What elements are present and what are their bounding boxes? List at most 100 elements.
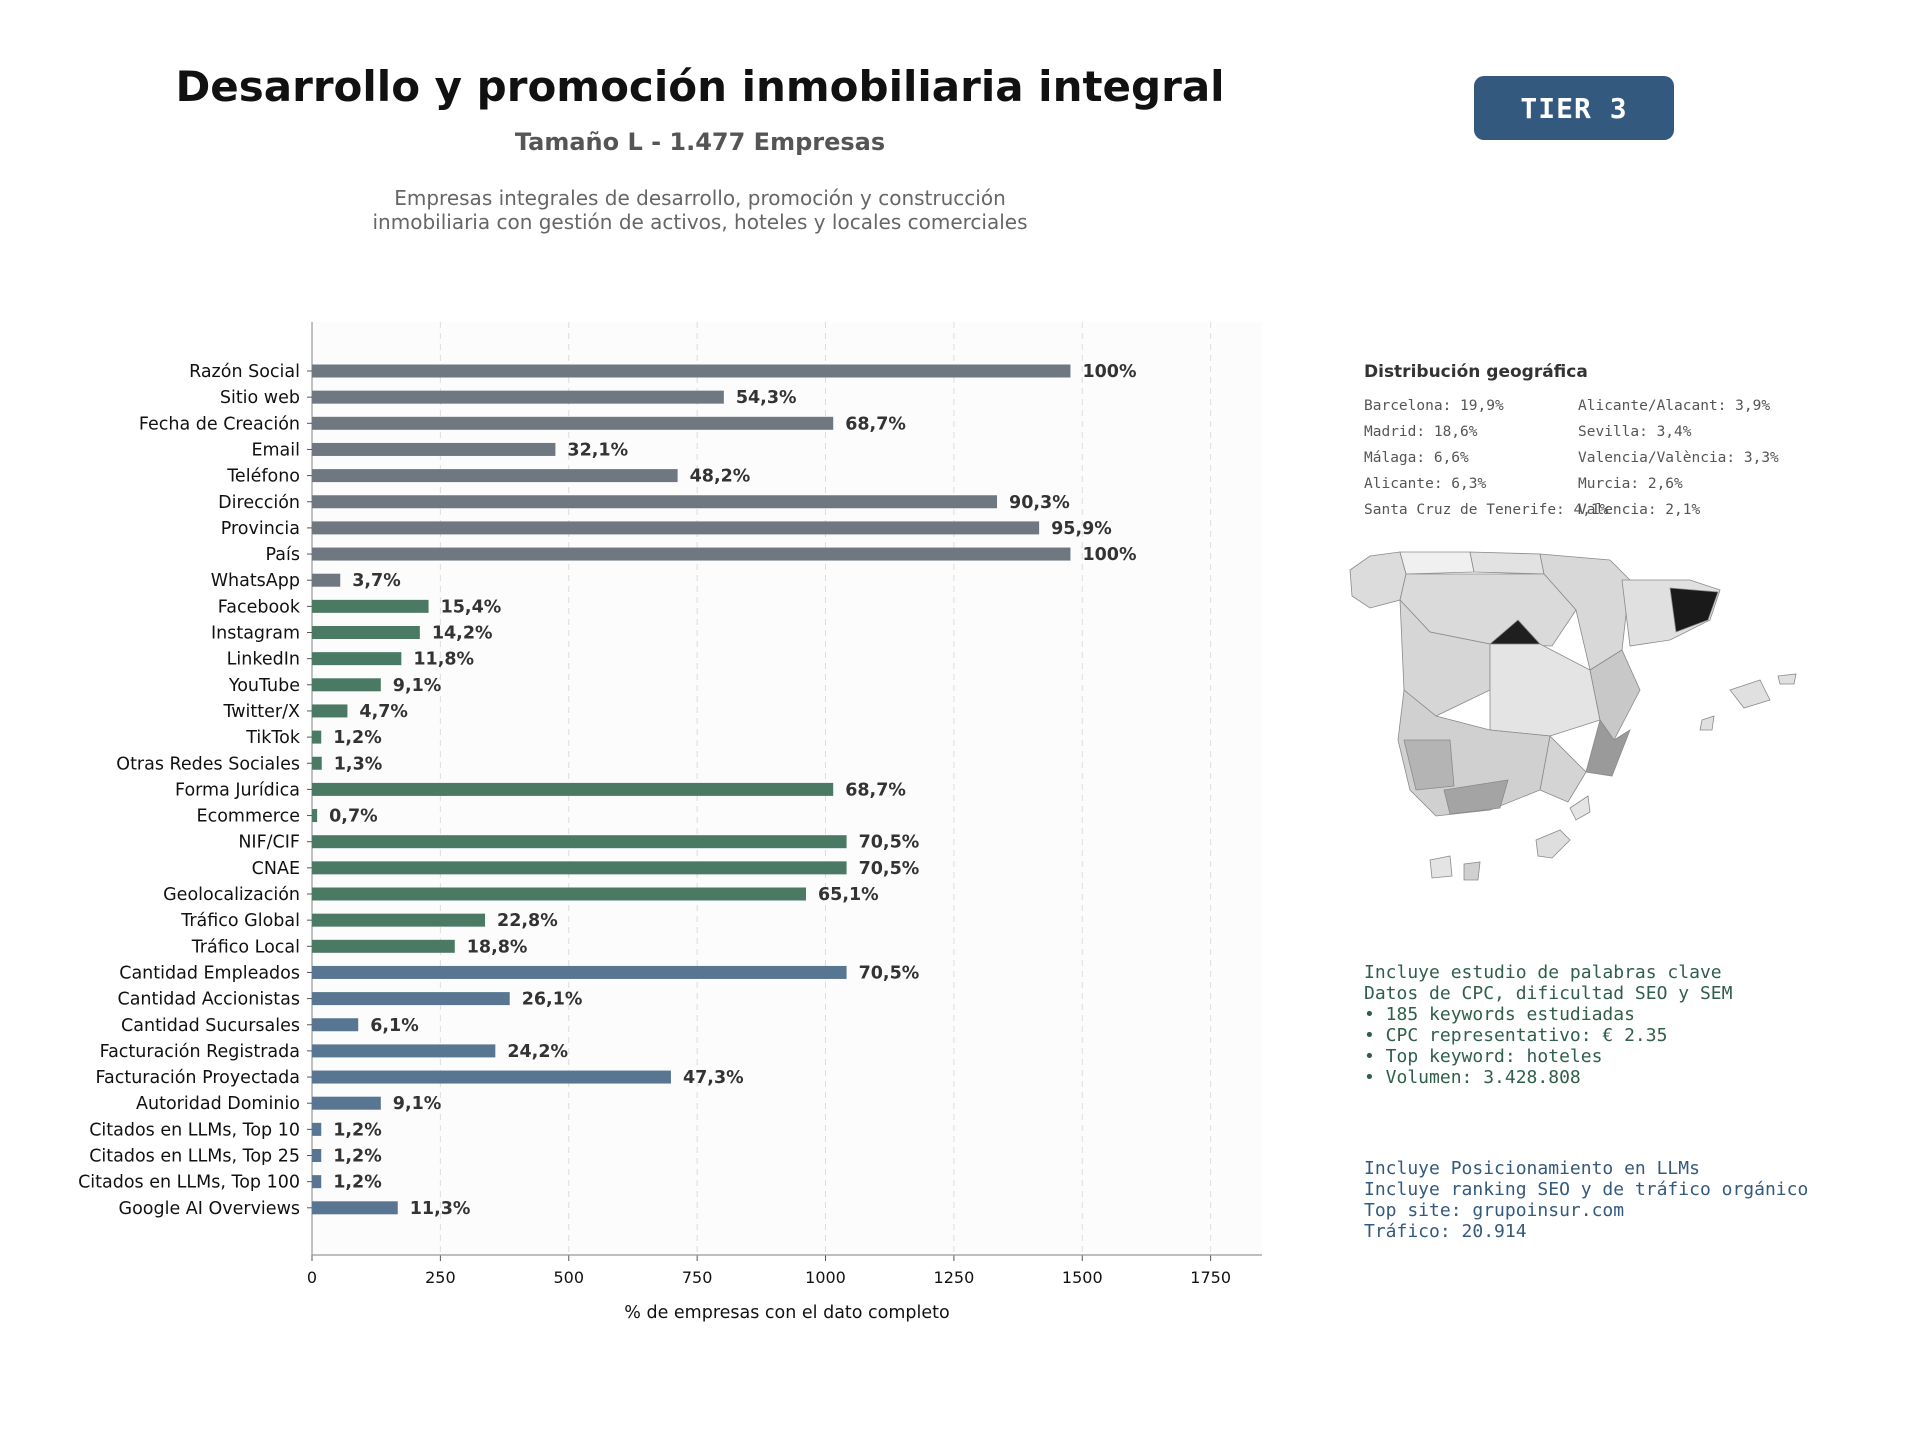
description-line: inmobiliaria con gestión de activos, hot… (372, 210, 1028, 234)
bar (312, 469, 678, 483)
category-label: Geolocalización (163, 885, 300, 905)
bar (312, 1044, 496, 1058)
category-label: Google AI Overviews (119, 1199, 300, 1219)
category-label: Ecommerce (197, 807, 300, 827)
llm-info-line: Top site: grupoinsur.com (1364, 1200, 1625, 1221)
data-label: 48,2% (690, 467, 751, 487)
bar (312, 626, 420, 639)
map-region-galicia (1349, 551, 1407, 609)
data-label: 9,1% (393, 1094, 442, 1114)
category-label: País (266, 545, 300, 565)
bar (312, 1070, 671, 1084)
bar (312, 965, 847, 979)
category-label: Facturación Registrada (100, 1042, 300, 1062)
category-label: Razón Social (189, 362, 300, 382)
bar (312, 573, 341, 587)
geo-item: Valencia/València: 3,3% (1578, 450, 1779, 466)
x-tick-label: 250 (425, 1268, 456, 1287)
data-label: 6,1% (370, 1016, 419, 1036)
geo-item: Málaga: 6,6% (1364, 450, 1469, 466)
geo-title: Distribución geográfica (1364, 362, 1588, 382)
category-label: Cantidad Accionistas (117, 990, 300, 1010)
category-label: Dirección (218, 493, 300, 513)
seo-info-line: • Top keyword: hoteles (1364, 1046, 1603, 1067)
data-label: 11,3% (410, 1199, 471, 1219)
bar (312, 547, 1071, 561)
bar (312, 390, 724, 404)
bar (312, 1149, 322, 1162)
bar (312, 835, 847, 849)
x-tick-label: 1750 (1190, 1268, 1231, 1287)
x-tick-label: 750 (682, 1268, 713, 1287)
map-region-sevilla (1403, 739, 1455, 791)
map-region-cantabria-basque (1469, 551, 1545, 575)
map-region-malaga (1443, 779, 1509, 815)
data-label: 70,5% (859, 833, 920, 853)
spain-map (1349, 551, 1797, 881)
data-label: 70,5% (859, 963, 920, 983)
bar (312, 861, 847, 875)
category-label: Autoridad Dominio (136, 1094, 300, 1114)
map-region-canarias-north (1569, 795, 1591, 821)
category-label: Citados en LLMs, Top 10 (89, 1120, 300, 1140)
data-label: 47,3% (683, 1068, 744, 1088)
x-tick-label: 500 (553, 1268, 584, 1287)
geo-item: Valencia: 2,1% (1578, 502, 1701, 518)
x-axis-title: % de empresas con el dato completo (624, 1303, 949, 1323)
bar (312, 652, 402, 666)
bar (312, 1096, 381, 1110)
category-label: LinkedIn (227, 650, 300, 670)
bar (312, 730, 322, 744)
llm-info-line: Incluye ranking SEO y de tráfico orgánic… (1364, 1179, 1809, 1200)
bar (312, 1201, 398, 1215)
x-tick-label: 1250 (934, 1268, 975, 1287)
llm-info-line: Incluye Posicionamiento en LLMs (1364, 1158, 1700, 1179)
geo-item: Alicante: 6,3% (1364, 476, 1487, 492)
description-line: Empresas integrales de desarrollo, promo… (394, 186, 1006, 210)
bar (312, 1122, 322, 1136)
x-tick-label: 1000 (805, 1268, 846, 1287)
data-label: 1,2% (333, 1120, 382, 1140)
data-label: 15,4% (441, 597, 502, 617)
category-label: Tráfico Global (180, 911, 300, 931)
category-label: Provincia (221, 519, 300, 539)
category-label: Tráfico Local (191, 937, 300, 957)
data-label: 1,3% (334, 754, 383, 774)
data-label: 24,2% (507, 1042, 568, 1062)
category-label: CNAE (252, 859, 300, 879)
data-label: 0,7% (329, 807, 378, 827)
category-label: Cantidad Sucursales (121, 1016, 300, 1036)
seo-info-line: Datos de CPC, dificultad SEO y SEM (1364, 983, 1733, 1004)
bar (312, 782, 834, 796)
geo-item: Madrid: 18,6% (1364, 424, 1478, 440)
geo-item: Santa Cruz de Tenerife: 4,1% (1364, 502, 1609, 518)
bar (312, 364, 1071, 378)
seo-info-line: • 185 keywords estudiadas (1364, 1004, 1635, 1025)
seo-info-line: Incluye estudio de palabras clave (1364, 962, 1722, 983)
data-label: 70,5% (859, 859, 920, 879)
seo-info-line: • Volumen: 3.428.808 (1364, 1067, 1581, 1088)
category-label: Email (251, 440, 300, 460)
data-label: 22,8% (497, 911, 558, 931)
seo-info-line: • CPC representativo: € 2.35 (1364, 1025, 1668, 1046)
category-label: Cantidad Empleados (119, 963, 300, 983)
bar (312, 809, 318, 823)
map-region-asturias (1399, 551, 1475, 575)
data-label: 11,8% (413, 650, 474, 670)
category-label: Teléfono (226, 467, 300, 487)
bar (312, 756, 322, 770)
category-label: NIF/CIF (238, 833, 300, 853)
category-label: Otras Redes Sociales (116, 754, 300, 774)
category-label: Facturación Proyectada (96, 1068, 300, 1088)
geo-item: Murcia: 2,6% (1578, 476, 1683, 492)
data-label: 68,7% (845, 414, 906, 434)
category-label: Sitio web (220, 388, 300, 408)
data-label: 18,8% (467, 937, 528, 957)
bar (312, 678, 381, 692)
seo-info: Incluye estudio de palabras clave Datos d… (1364, 962, 1732, 1088)
bar (312, 704, 348, 718)
bar (312, 495, 998, 509)
category-label: Fecha de Creación (139, 414, 300, 434)
bar (312, 442, 556, 456)
geo-item: Sevilla: 3,4% (1578, 424, 1692, 440)
